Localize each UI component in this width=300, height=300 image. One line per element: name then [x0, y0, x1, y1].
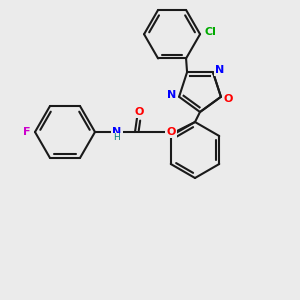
Text: O: O: [134, 107, 144, 117]
Text: N: N: [167, 90, 177, 100]
Text: O: O: [223, 94, 232, 104]
Text: N: N: [215, 65, 225, 75]
Text: O: O: [166, 127, 176, 137]
Text: H: H: [114, 134, 120, 142]
Text: Cl: Cl: [204, 27, 216, 37]
Text: N: N: [112, 127, 122, 137]
Text: F: F: [23, 127, 31, 137]
